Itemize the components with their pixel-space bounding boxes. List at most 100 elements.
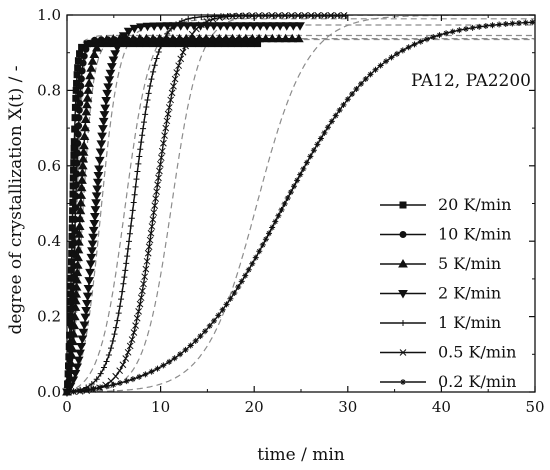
data-point [85,70,95,80]
model-curve-5-K-min [66,38,535,393]
data-point [260,33,271,43]
data-point [69,320,80,330]
data-point [383,58,390,65]
data-point [88,380,95,387]
data-point [109,338,116,345]
series-line [66,38,301,393]
legend-label: 20 K/min [438,195,511,214]
data-point [332,112,339,119]
data-point [187,342,194,349]
data-point [76,99,84,107]
data-point [79,140,89,150]
data-point [79,59,87,67]
data-point [104,76,115,85]
data-point [177,351,184,358]
data-point [310,147,317,154]
data-point [344,96,351,103]
data-point [97,132,107,142]
data-point [132,183,139,190]
data-point [82,292,93,302]
data-point [372,66,379,73]
data-point [138,287,146,295]
data-point [78,328,89,338]
data-point [75,349,85,359]
data-point [116,367,124,375]
data-point [74,139,82,147]
data-point [303,159,310,166]
data-point [133,314,141,322]
data-point [147,229,155,237]
series-5-K-min [62,33,304,396]
data-point [147,82,154,89]
data-point [118,296,125,303]
data-point [206,322,213,329]
data-point [157,160,164,168]
data-point [179,48,187,56]
data-point [317,135,324,142]
data-point [68,376,79,385]
data-point [160,139,167,147]
y-tick-label: 0.4 [37,232,61,250]
data-point [158,147,166,155]
legend-marker [399,349,407,356]
data-point [87,247,97,256]
data-point [122,355,130,362]
data-point [254,33,264,43]
data-point [188,30,196,38]
legend-entry: 1 K/min [380,313,501,332]
data-point [76,342,87,352]
data-point [231,289,238,296]
data-point [90,206,101,215]
data-point [101,34,112,44]
data-point [97,370,104,377]
data-point [102,89,113,99]
data-point [242,22,252,31]
data-point [124,253,131,260]
data-point [132,322,139,329]
data-point [135,308,142,315]
data-point [129,376,136,383]
data-point [108,56,119,65]
data-point [202,328,209,335]
data-point [168,33,178,43]
data-point [182,22,193,31]
data-point [73,252,83,262]
data-point [142,371,149,378]
data-point [417,38,424,45]
data-point [80,114,91,123]
data-point [182,42,189,50]
data-point [165,104,173,111]
data-point [110,381,117,388]
data-point [336,107,343,114]
data-point [119,288,126,295]
data-point [117,380,124,387]
data-point [255,22,266,31]
data-point [166,358,173,365]
data-point [288,22,299,31]
data-point [140,119,147,126]
axis-ticks: 0 10 20 30 40 50 0.0 0.2 0.4 0.6 0.8 1.0 [37,6,544,416]
data-point [157,154,165,162]
data-point [85,39,93,47]
data-point [174,33,185,43]
legend-label: 5 K/min [438,254,501,273]
data-point [105,69,116,79]
data-point [170,82,177,90]
legend-marker [400,320,406,326]
data-point [240,33,251,43]
data-point [136,23,146,32]
data-point [222,22,232,31]
data-point [100,104,111,114]
data-point [238,278,245,285]
data-point [139,132,146,139]
data-point [95,148,106,157]
data-point [73,356,84,366]
y-tick-label: 0.0 [37,383,61,401]
data-point [77,335,88,345]
data-point [134,33,145,43]
data-point [81,106,92,116]
data-point [131,191,138,198]
data-point [164,30,171,37]
data-point [411,41,418,48]
legend-marker [399,231,407,238]
